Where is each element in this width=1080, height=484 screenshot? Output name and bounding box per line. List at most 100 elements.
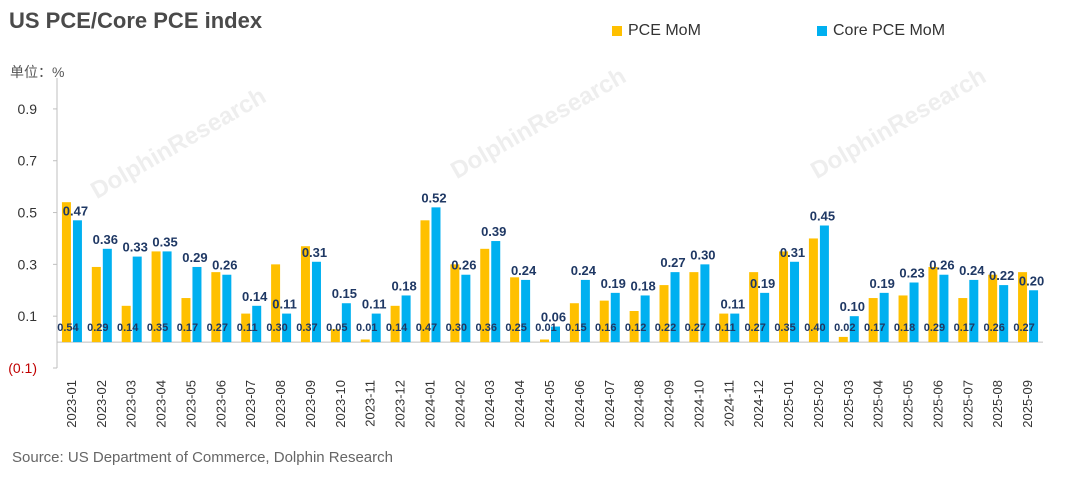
legend-label-core-pce: Core PCE MoM <box>833 22 946 39</box>
data-label-core-pce: 0.31 <box>780 245 805 260</box>
bar-core-pce <box>551 326 560 343</box>
bar-core-pce <box>341 303 351 343</box>
y-tick-label: 0.3 <box>18 256 38 272</box>
bar-core-pce <box>939 274 949 343</box>
bar-pce <box>181 298 191 343</box>
data-label-pce: 0.35 <box>147 322 168 334</box>
data-label-core-pce: 0.20 <box>1019 273 1044 288</box>
x-tick-label: 2024-06 <box>572 380 587 428</box>
bar-core-pce <box>969 279 979 343</box>
data-label-pce: 0.30 <box>266 322 287 334</box>
bar-pce <box>61 202 71 343</box>
x-tick-label: 2025-04 <box>871 380 886 428</box>
bar-pce <box>838 336 848 343</box>
x-tick-label: 2025-02 <box>811 380 826 428</box>
bar-pce <box>779 251 789 343</box>
x-tick-label: 2024-07 <box>602 380 617 428</box>
x-tick-label: 2023-08 <box>273 380 288 428</box>
bar-pce <box>868 298 878 343</box>
x-tick-label: 2025-03 <box>841 380 856 428</box>
x-tick-label: 2024-08 <box>632 380 647 428</box>
x-tick-label: 2024-10 <box>691 380 706 428</box>
bar-core-pce <box>730 313 740 343</box>
bar-core-pce <box>580 279 590 343</box>
bar-core-pce <box>909 282 919 343</box>
data-label-core-pce: 0.11 <box>272 297 297 312</box>
bar-core-pce <box>640 295 650 343</box>
bar-pce <box>689 272 699 343</box>
x-tick-label: 2024-05 <box>542 380 557 428</box>
data-label-core-pce: 0.45 <box>810 209 835 224</box>
data-label-pce: 0.27 <box>685 322 706 334</box>
bar-pce <box>211 272 221 343</box>
x-tick-label: 2023-10 <box>333 380 348 428</box>
bar-core-pce <box>879 292 889 343</box>
bar-core-pce <box>521 279 531 343</box>
x-tick-label: 2024-09 <box>662 380 677 428</box>
bar-pce <box>420 220 430 343</box>
data-label-core-pce: 0.35 <box>152 234 177 249</box>
bar-core-pce <box>282 313 292 343</box>
x-tick-label: 2023-02 <box>94 380 109 428</box>
bar-pce <box>599 300 609 343</box>
bar-pce <box>659 285 669 343</box>
data-label-pce: 0.40 <box>804 322 825 334</box>
x-tick-label: 2025-06 <box>930 380 945 428</box>
data-label-core-pce: 0.22 <box>989 268 1014 283</box>
data-label-core-pce: 0.15 <box>332 286 357 301</box>
x-tick-label: 2023-09 <box>303 380 318 428</box>
x-tick-label: 2023-03 <box>124 380 139 428</box>
data-label-pce: 0.47 <box>416 322 437 334</box>
bar-pce <box>569 303 579 343</box>
y-tick-label: 0.7 <box>18 153 38 169</box>
data-label-core-pce: 0.31 <box>302 245 327 260</box>
bar-pce <box>360 339 370 343</box>
bar-pce <box>1018 272 1028 343</box>
bar-pce <box>151 251 161 343</box>
data-label-core-pce: 0.23 <box>899 266 924 281</box>
x-tick-label: 2023-06 <box>213 380 228 428</box>
data-label-core-pce: 0.29 <box>182 250 207 265</box>
legend-swatch-pce <box>612 26 622 36</box>
bar-core-pce <box>849 316 859 343</box>
source-note: Source: US Department of Commerce, Dolph… <box>12 449 393 466</box>
unit-label: 单位：% <box>10 64 65 80</box>
bar-pce <box>241 313 251 343</box>
bar-pce <box>928 266 938 343</box>
data-label-core-pce: 0.10 <box>840 299 865 314</box>
legend-swatch-core-pce <box>817 26 827 36</box>
x-tick-label: 2025-08 <box>990 380 1005 428</box>
bar-core-pce <box>819 225 829 343</box>
y-tick-label: 0.5 <box>18 205 38 221</box>
data-label-core-pce: 0.36 <box>93 232 118 247</box>
bar-pce <box>629 311 639 343</box>
x-tick-label: 2024-04 <box>512 380 527 428</box>
data-label-core-pce: 0.19 <box>601 276 626 291</box>
bar-pce <box>480 248 490 343</box>
data-label-pce: 0.14 <box>117 322 139 334</box>
bar-pce <box>390 305 400 343</box>
bar-pce <box>300 246 310 343</box>
x-tick-label: 2024-12 <box>751 380 766 428</box>
data-label-pce: 0.14 <box>386 322 408 334</box>
x-tick-label: 2024-02 <box>452 380 467 428</box>
x-tick-label: 2025-07 <box>960 380 975 428</box>
data-label-pce: 0.25 <box>505 322 526 334</box>
data-label-core-pce: 0.24 <box>571 263 597 278</box>
data-label-core-pce: 0.26 <box>212 258 237 273</box>
data-label-core-pce: 0.14 <box>242 289 268 304</box>
data-label-core-pce: 0.47 <box>63 203 88 218</box>
bar-pce <box>749 272 759 343</box>
data-label-pce: 0.26 <box>983 322 1004 334</box>
x-tick-label: 2023-05 <box>183 380 198 428</box>
data-label-pce: 0.15 <box>565 322 586 334</box>
data-label-pce: 0.37 <box>296 322 317 334</box>
legend-item-core-pce: Core PCE MoM <box>817 22 945 40</box>
bar-core-pce <box>461 274 471 343</box>
data-label-pce: 0.17 <box>954 322 975 334</box>
bar-pce <box>510 277 520 343</box>
bar-core-pce <box>670 272 680 343</box>
y-tick-label: 0.1 <box>18 308 38 324</box>
data-label-core-pce: 0.26 <box>929 258 954 273</box>
x-tick-label: 2024-03 <box>482 380 497 428</box>
